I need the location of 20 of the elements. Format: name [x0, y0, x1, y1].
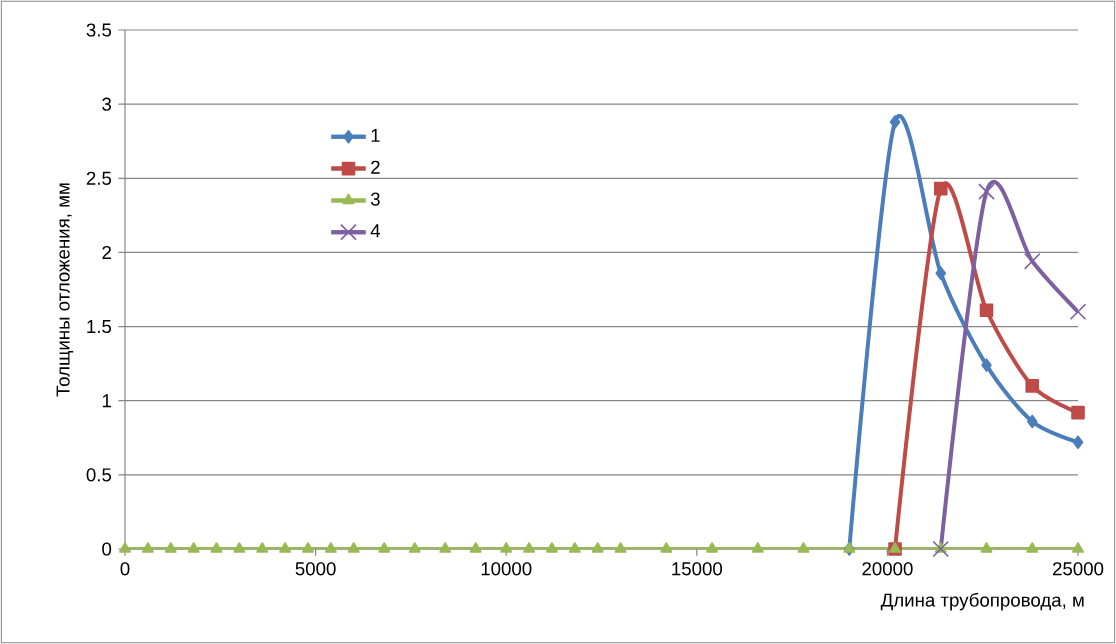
y-tick-label: 3.5 [86, 23, 112, 37]
y-tick-label: 0 [102, 542, 112, 556]
legend-label: 4 [370, 224, 381, 238]
y-tick-label: 2.5 [86, 171, 112, 185]
x-tick-label: 15000 [672, 562, 723, 576]
y-tick-label: 0.5 [86, 468, 112, 482]
x-tick-label: 20000 [862, 562, 913, 576]
legend-label: 3 [370, 192, 380, 206]
legend-label: 2 [371, 160, 380, 174]
x-tick-label: 0 [120, 562, 130, 576]
legend-label: 1 [371, 129, 380, 142]
x-axis-title: Длина трубопровода, м [880, 592, 1084, 611]
y-axis-title: Толщины отложения, мм [56, 183, 74, 397]
x-tick-label: 5000 [295, 562, 336, 576]
y-tick-label: 2 [102, 245, 111, 259]
y-tick-label: 1.5 [87, 320, 112, 334]
x-tick-label: 10000 [481, 562, 532, 576]
y-tick-label: 1 [102, 394, 111, 408]
x-tick-label: 25000 [1052, 562, 1104, 576]
y-tick-label: 3 [102, 97, 112, 111]
